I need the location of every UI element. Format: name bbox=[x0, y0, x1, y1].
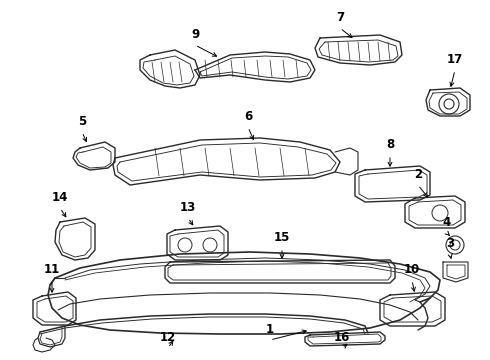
Text: 16: 16 bbox=[334, 331, 350, 344]
Text: 13: 13 bbox=[180, 201, 196, 214]
Text: 8: 8 bbox=[386, 138, 394, 151]
Text: 11: 11 bbox=[44, 263, 60, 276]
Text: 9: 9 bbox=[191, 28, 199, 41]
Text: 5: 5 bbox=[78, 115, 86, 128]
Text: 1: 1 bbox=[266, 323, 274, 336]
Text: 3: 3 bbox=[446, 237, 454, 250]
Text: 6: 6 bbox=[244, 110, 252, 123]
Text: 7: 7 bbox=[336, 11, 344, 24]
Text: 12: 12 bbox=[160, 331, 176, 344]
Text: 4: 4 bbox=[443, 216, 451, 229]
Text: 10: 10 bbox=[404, 263, 420, 276]
Text: 14: 14 bbox=[52, 191, 68, 204]
Text: 2: 2 bbox=[414, 168, 422, 181]
Text: 15: 15 bbox=[274, 231, 290, 244]
Text: 17: 17 bbox=[447, 53, 463, 66]
